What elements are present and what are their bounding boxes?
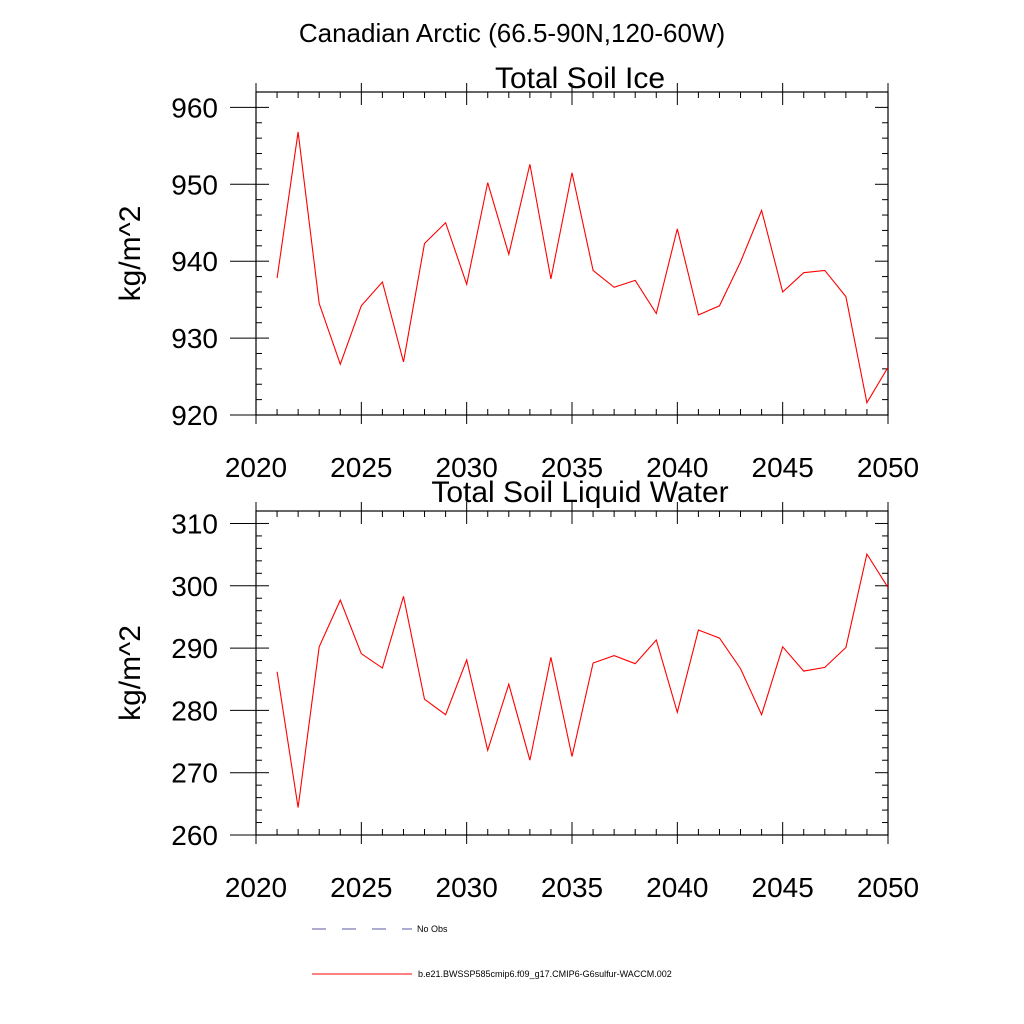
legend-label: No Obs (417, 924, 448, 934)
series-line (276, 131, 889, 405)
x-tick-label: 2025 (330, 452, 392, 483)
y-tick-label: 280 (171, 695, 218, 726)
y-tick-label: 960 (171, 92, 218, 123)
panel-total-soil-liquid-water: Total Soil Liquid Water 2020 2025 2030 2035 2… (114, 476, 919, 903)
plot-frame (255, 91, 889, 416)
y-tick-label: 940 (171, 246, 218, 277)
x-tick-label: 2035 (541, 872, 603, 903)
x-tick-label: 2020 (225, 452, 287, 483)
y-axis-label: kg/m^2 (114, 625, 147, 721)
y-axis-label: kg/m^2 (114, 206, 147, 302)
panel-title: Total Soil Ice (495, 62, 665, 95)
legend: No Obs b.e21.BWSSP585cmip6.f09_g17.CMIP6-… (312, 924, 672, 979)
figure-title: Canadian Arctic (66.5-90N,120-60W) (299, 18, 725, 48)
series-line (276, 552, 889, 808)
plot-frame (255, 510, 889, 836)
x-tick-label: 2030 (436, 452, 498, 483)
legend-label: b.e21.BWSSP585cmip6.f09_g17.CMIP6-G6sulf… (418, 969, 672, 979)
x-tick-label: 2045 (752, 872, 814, 903)
y-tick-label: 260 (171, 820, 218, 851)
y-tick-label: 300 (171, 571, 218, 602)
panel-title: Total Soil Liquid Water (431, 476, 728, 509)
y-tick-label: 270 (171, 758, 218, 789)
y-tick-label: 310 (171, 508, 218, 539)
x-tick-label: 2040 (646, 872, 708, 903)
x-tick-label: 2030 (436, 872, 498, 903)
panel-total-soil-ice: Total Soil Ice 2020 2025 2030 2035 2040 2045 20… (114, 62, 919, 483)
x-tick-label: 2020 (225, 872, 287, 903)
x-tick-label: 2040 (646, 452, 708, 483)
y-tick-label: 950 (171, 169, 218, 200)
y-tick-label: 920 (171, 400, 218, 431)
y-tick-label: 930 (171, 323, 218, 354)
x-tick-label: 2050 (857, 872, 919, 903)
x-tick-label: 2035 (541, 452, 603, 483)
x-tick-label: 2025 (330, 872, 392, 903)
x-tick-label: 2050 (857, 452, 919, 483)
x-tick-label: 2045 (752, 452, 814, 483)
y-tick-label: 290 (171, 633, 218, 664)
